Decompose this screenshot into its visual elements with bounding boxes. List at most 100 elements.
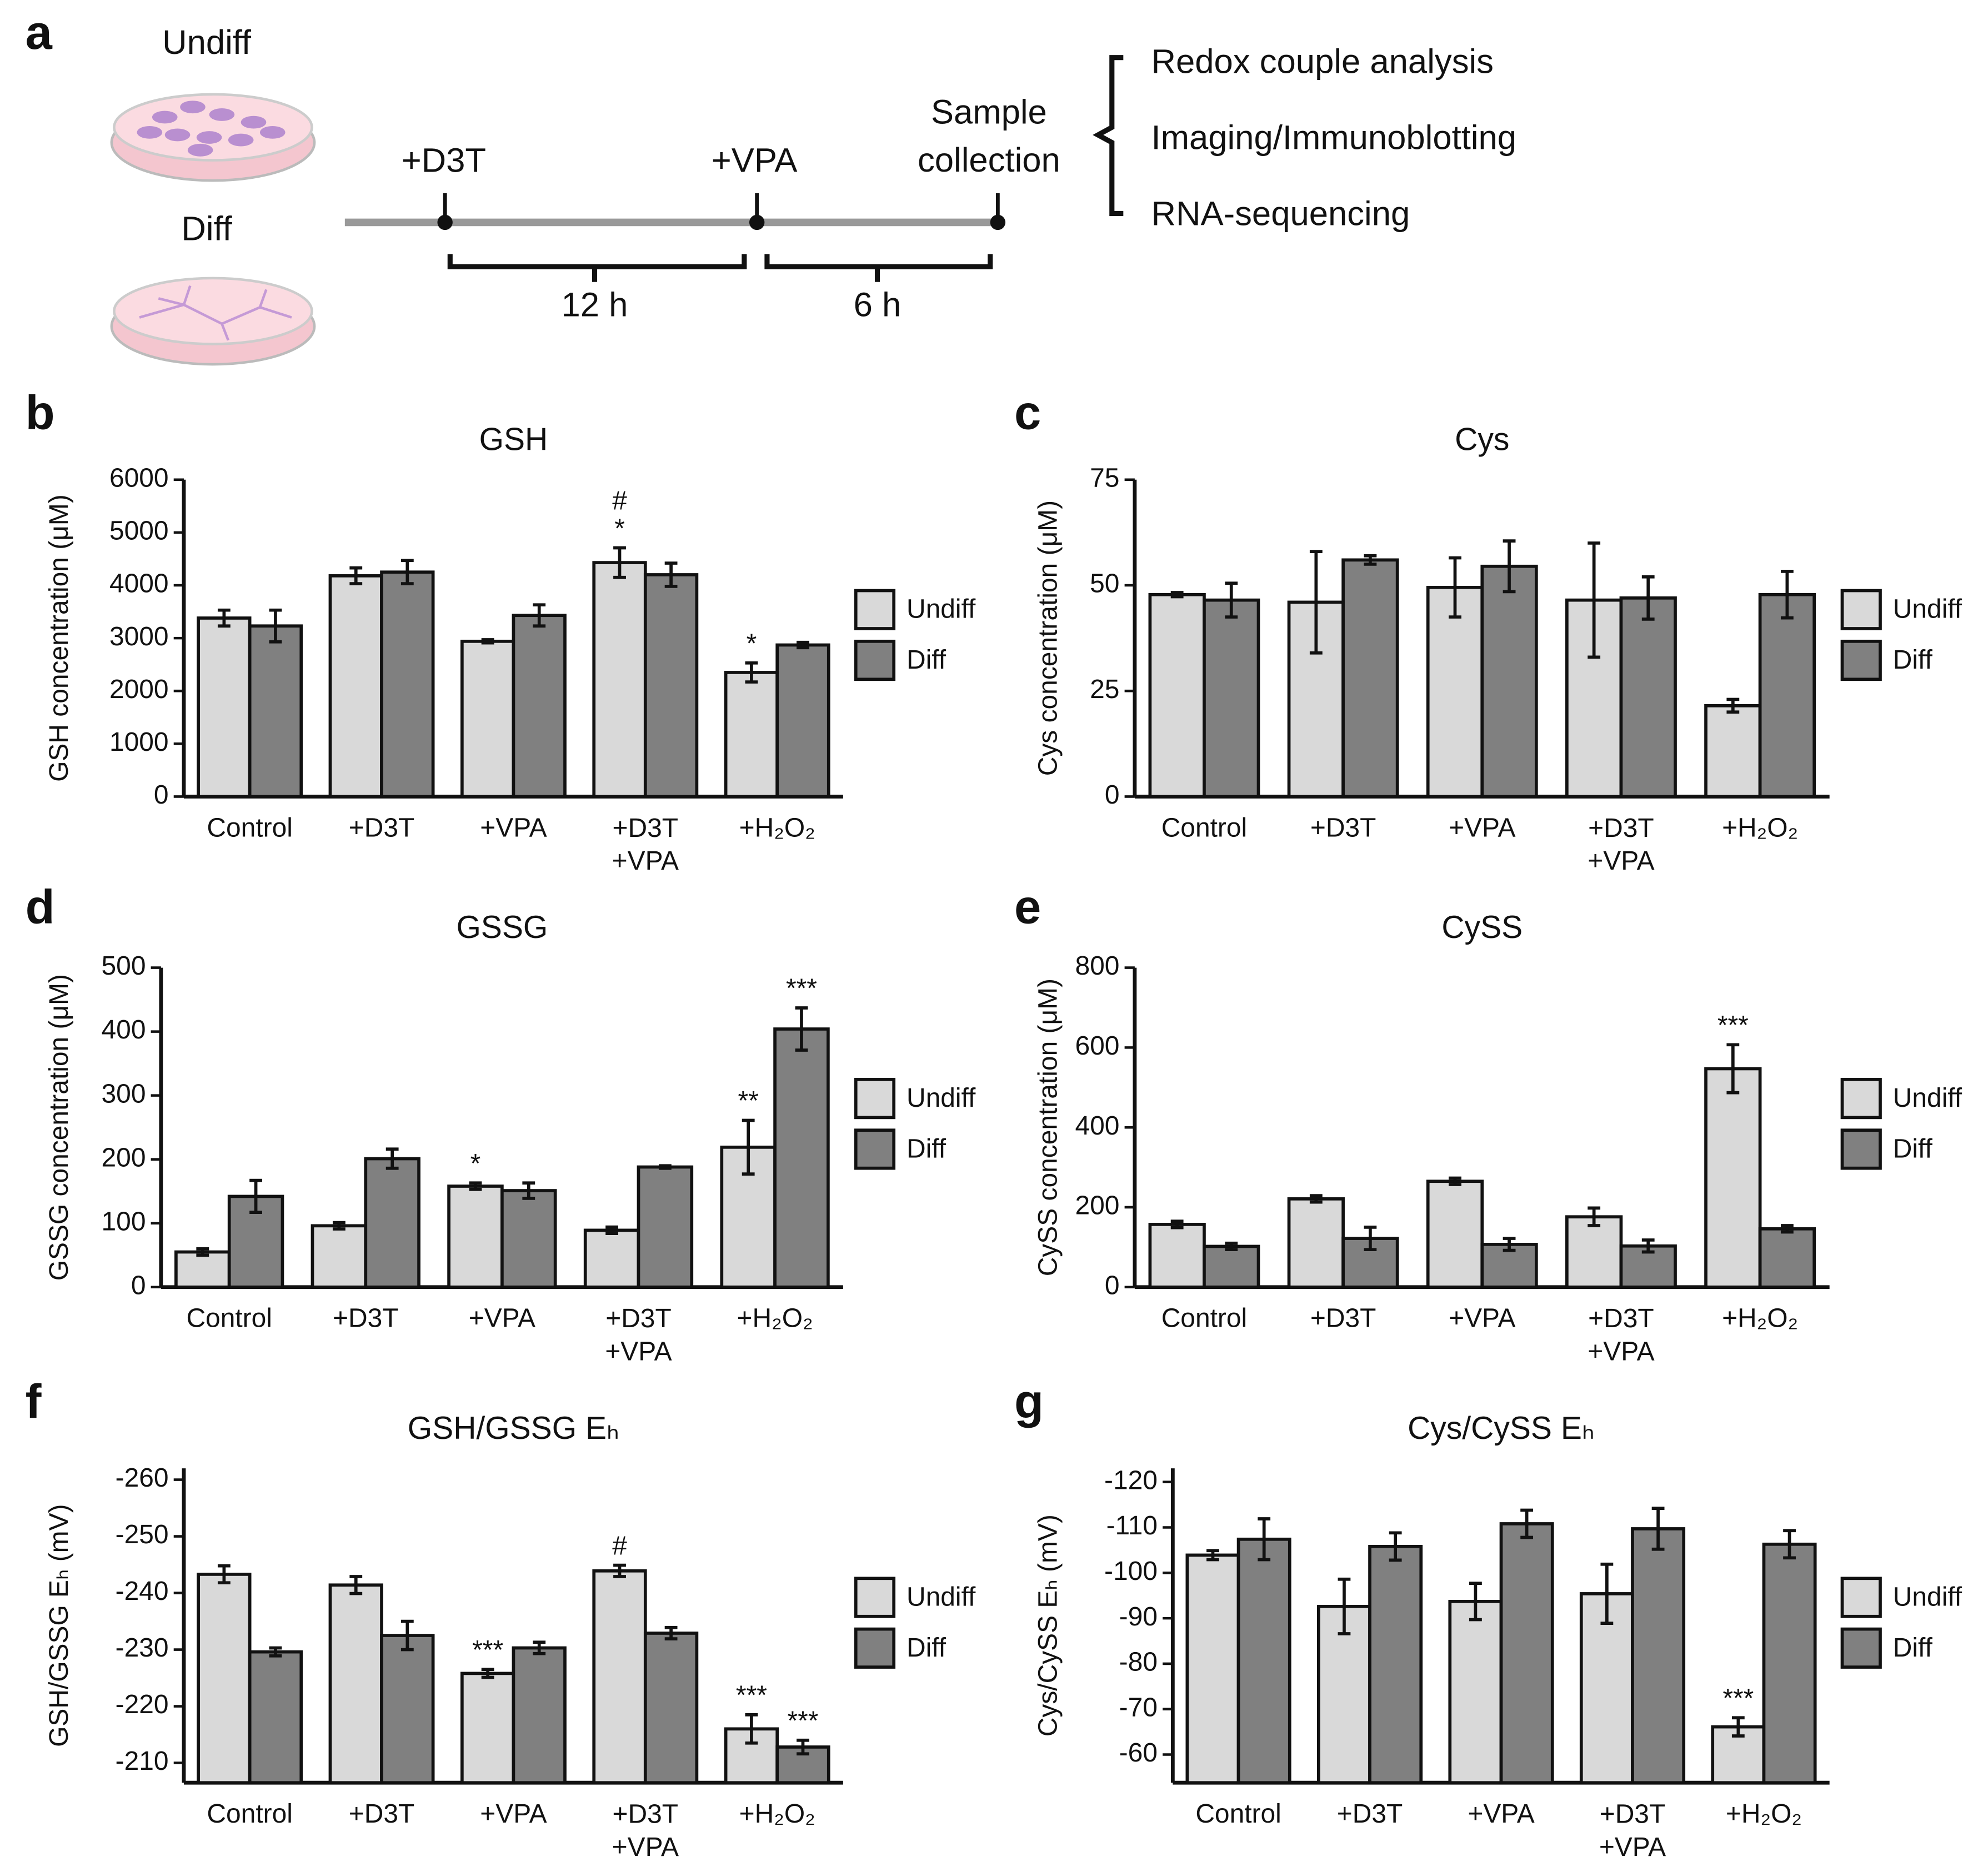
y-tick-label: -220 [116, 1690, 169, 1719]
x-tick-label: +H₂O₂ [1722, 1304, 1798, 1333]
error-bar [533, 1640, 546, 1655]
x-tick-label: Control [1195, 1799, 1281, 1829]
error-bar [1258, 1517, 1271, 1562]
bar [720, 1145, 777, 1289]
analysis: Redox couple analysis [1151, 42, 1494, 81]
bar [724, 671, 779, 799]
x-tick-label: +VPA [480, 813, 547, 842]
y-tick-label: 800 [1075, 951, 1120, 981]
bar [1619, 596, 1677, 799]
bar [592, 1569, 647, 1785]
y-axis-label: Cys concentration (μM) [1034, 500, 1063, 776]
legend-swatch [1840, 639, 1882, 681]
y-tick-label: 600 [1075, 1031, 1120, 1061]
x-tick-label: +VPA [1449, 1304, 1515, 1333]
annotation: *** [736, 1681, 767, 1710]
error-bar [1206, 1549, 1219, 1562]
annotation: *** [1717, 1011, 1749, 1040]
legend-label: Diff [1893, 1134, 1933, 1163]
error-bar [196, 1247, 209, 1257]
annotation: # * [612, 486, 627, 543]
y-tick-label: -80 [1119, 1648, 1158, 1677]
legend-swatch [1840, 589, 1882, 630]
bar [1287, 1197, 1345, 1289]
chart: e CySS CySS concentration (μM) 0 200 400 600 80… [1014, 880, 1962, 1366]
error-bar [1309, 1194, 1323, 1204]
bar [447, 1185, 504, 1289]
y-tick-label: 50 [1090, 569, 1119, 599]
error-bar [745, 661, 758, 684]
y-tick-label: 0 [1105, 1271, 1120, 1300]
y-tick-label: -110 [1106, 1511, 1158, 1540]
error-bar [605, 1225, 619, 1235]
error-bar [1780, 570, 1794, 620]
bar [1148, 593, 1206, 799]
dish-top [113, 93, 313, 162]
y-tick-label: 6000 [109, 463, 169, 493]
annotation: *** [786, 974, 817, 1003]
error-bar [1588, 1206, 1601, 1227]
bar [197, 616, 252, 799]
error-bar [1389, 1531, 1402, 1562]
error-bar [1338, 1577, 1351, 1635]
error-bar [658, 1164, 672, 1170]
bar [1448, 1599, 1503, 1785]
y-axis-label: Cys/CySS Eₕ (mV) [1034, 1514, 1063, 1737]
bracket [764, 254, 993, 282]
y-tick-label: 2000 [109, 675, 169, 704]
panel-letter: g [1014, 1374, 1044, 1428]
error-bar [1588, 541, 1601, 659]
error-bar [1364, 554, 1377, 566]
error-bar [795, 1006, 808, 1052]
duration: 12 h [562, 286, 628, 324]
y-tick-label: 25 [1090, 675, 1119, 704]
error-bar [385, 1147, 399, 1170]
y-tick-label: 0 [131, 1271, 146, 1300]
annotation: # [612, 1531, 627, 1560]
annotation: *** [788, 1706, 819, 1735]
chart: f GSH/GSSG Eₕ GSH/GSSG Eₕ (mV) -260 -250 -240… [26, 1374, 976, 1862]
x-tick-label: +D3T [1337, 1799, 1403, 1829]
error-bar [1449, 1176, 1461, 1186]
bar [1316, 1604, 1371, 1785]
legend-label: Undiff [1893, 1083, 1962, 1113]
y-tick-label: 500 [102, 951, 146, 981]
error-bar [1651, 1507, 1665, 1551]
annotation: ** [738, 1086, 759, 1116]
annotation: *** [472, 1635, 503, 1665]
legend-label: Undiff [1893, 1582, 1962, 1612]
step-label: +VPA [712, 141, 798, 179]
bar [1499, 1522, 1554, 1785]
x-tick-label: +D3T [333, 1304, 399, 1333]
x-tick-label: +H₂O₂ [739, 1799, 815, 1829]
y-tick-label: -230 [116, 1633, 169, 1663]
legend-swatch [854, 1577, 896, 1618]
panel-letter: a [26, 6, 53, 59]
bar [1631, 1527, 1686, 1785]
x-tick-label: +D3T [1310, 1304, 1376, 1333]
x-tick-label: Control [1161, 1304, 1247, 1333]
error-bar [269, 608, 282, 644]
y-tick-label: -60 [1119, 1738, 1158, 1768]
bar [328, 574, 383, 799]
error-bar [1449, 556, 1461, 619]
error-bar [469, 1181, 482, 1191]
y-tick-label: 0 [154, 780, 169, 810]
y-tick-label: 400 [1075, 1111, 1120, 1141]
legend-label: Diff [1893, 1633, 1933, 1663]
bar [174, 1250, 231, 1289]
y-axis-label: GSH concentration (μM) [44, 494, 74, 782]
chart-title: Cys [1455, 421, 1509, 457]
cells [137, 101, 286, 157]
y-tick-label: 5000 [109, 516, 169, 546]
panel-letter: f [26, 1374, 42, 1428]
y-axis-label: CySS concentration (μM) [1034, 978, 1063, 1276]
bar [248, 624, 303, 799]
bar [643, 1632, 699, 1785]
bar [248, 1650, 303, 1785]
legend-label: Diff [907, 1134, 947, 1163]
x-tick-label: +H₂O₂ [739, 813, 815, 842]
y-tick-label: -250 [116, 1520, 169, 1549]
panel-a: a Undiff Diff +D3T +VPA Sample collection… [26, 6, 1516, 366]
